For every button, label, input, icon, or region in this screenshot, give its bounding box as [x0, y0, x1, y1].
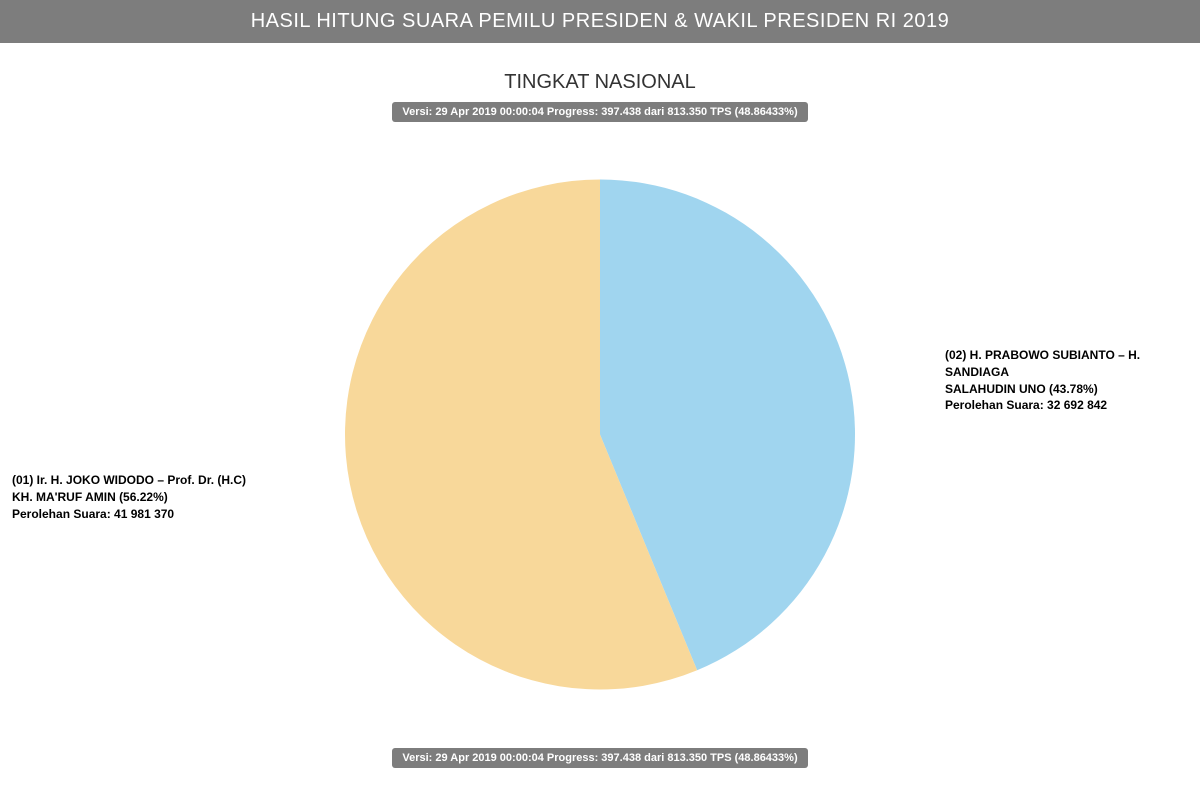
page-header-bar: HASIL HITUNG SUARA PEMILU PRESIDEN & WAK…: [0, 0, 1200, 43]
page-title: HASIL HITUNG SUARA PEMILU PRESIDEN & WAK…: [251, 10, 950, 32]
candidate01-name-line2: KH. MA'RUF AMIN (56.22%): [12, 489, 272, 506]
candidate02-votes: Perolehan Suara: 32 692 842: [945, 397, 1200, 414]
candidate01-name-line1: (01) Ir. H. JOKO WIDODO – Prof. Dr. (H.C…: [12, 472, 272, 489]
version-bar-bottom-wrap: Versi: 29 Apr 2019 00:00:04 Progress: 39…: [0, 748, 1200, 768]
version-bar-top-wrap: Versi: 29 Apr 2019 00:00:04 Progress: 39…: [0, 102, 1200, 122]
chart-area: (01) Ir. H. JOKO WIDODO – Prof. Dr. (H.C…: [0, 132, 1200, 742]
candidate02-name-line1: (02) H. PRABOWO SUBIANTO – H. SANDIAGA: [945, 347, 1200, 381]
slice-label-candidate01: (01) Ir. H. JOKO WIDODO – Prof. Dr. (H.C…: [12, 472, 272, 522]
pie-chart: [340, 175, 860, 700]
candidate02-name-line2: SALAHUDIN UNO (43.78%): [945, 381, 1200, 398]
version-bar-top: Versi: 29 Apr 2019 00:00:04 Progress: 39…: [392, 102, 807, 122]
slice-label-candidate02: (02) H. PRABOWO SUBIANTO – H. SANDIAGA S…: [945, 347, 1200, 414]
chart-subtitle: TINGKAT NASIONAL: [0, 71, 1200, 94]
version-bar-bottom: Versi: 29 Apr 2019 00:00:04 Progress: 39…: [392, 748, 807, 768]
candidate01-votes: Perolehan Suara: 41 981 370: [12, 506, 272, 523]
